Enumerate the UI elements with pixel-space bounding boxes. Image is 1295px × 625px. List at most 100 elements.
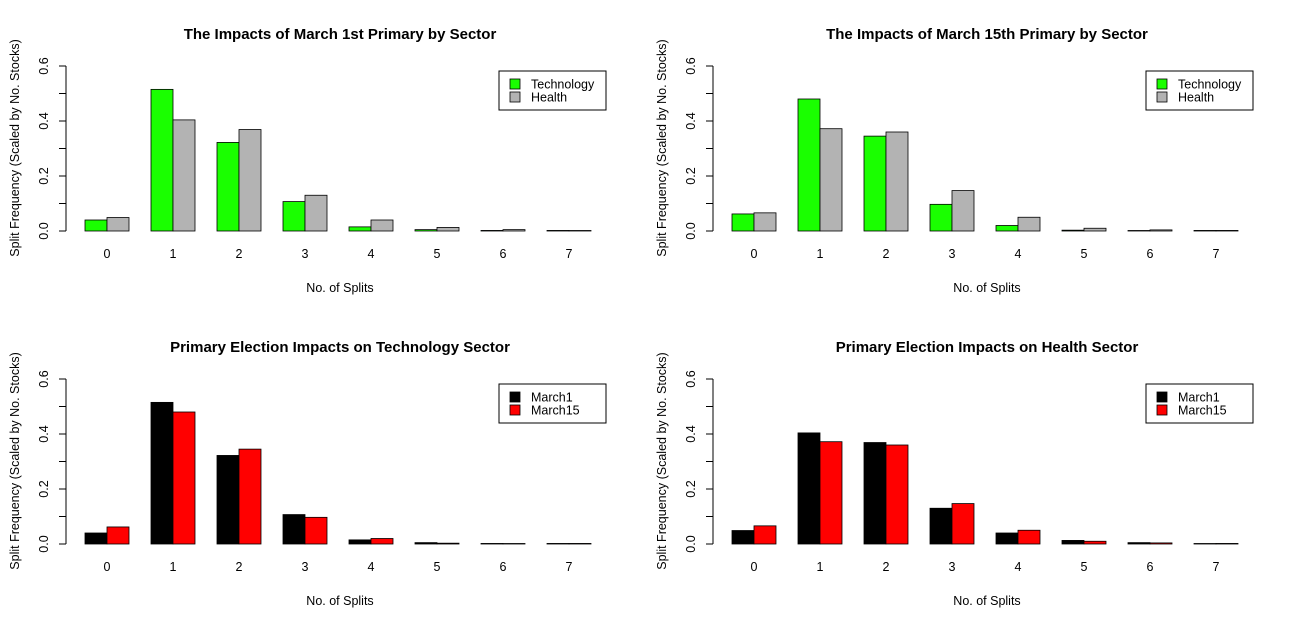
x-tick-label: 2 xyxy=(883,247,890,261)
x-tick-label: 5 xyxy=(434,560,441,574)
x-tick-label: 1 xyxy=(817,247,824,261)
bar-march1-6 xyxy=(1127,542,1151,545)
bar-march15-0 xyxy=(106,526,130,545)
bar-technology-7 xyxy=(546,230,570,232)
bar-health-3 xyxy=(951,190,975,232)
bar-technology-1 xyxy=(797,98,821,232)
legend-box xyxy=(498,383,607,424)
bar-health-3 xyxy=(304,194,328,232)
y-tick-label: 0.0 xyxy=(684,222,698,239)
chart-title: The Impacts of March 1st Primary by Sect… xyxy=(184,26,497,43)
x-tick-label: 0 xyxy=(104,247,111,261)
bar-march1-0 xyxy=(731,530,755,545)
x-tick-label: 2 xyxy=(883,560,890,574)
legend-swatch xyxy=(1156,391,1168,403)
legend-swatch xyxy=(509,404,521,416)
bar-march15-6 xyxy=(1149,542,1173,545)
bar-health-6 xyxy=(502,229,526,232)
legend-label: March1 xyxy=(531,391,573,405)
y-tick-label: 0.0 xyxy=(684,535,698,552)
bar-health-5 xyxy=(436,227,460,232)
bar-march15-3 xyxy=(951,503,975,545)
bar-technology-0 xyxy=(731,213,755,232)
chart-title: The Impacts of March 15th Primary by Sec… xyxy=(826,26,1148,43)
y-tick-label: 0.6 xyxy=(684,370,698,387)
bar-health-1 xyxy=(819,128,843,232)
bar-march1-7 xyxy=(546,543,570,545)
x-tick-label: 3 xyxy=(302,247,309,261)
chart-title: Primary Election Impacts on Health Secto… xyxy=(836,339,1139,356)
y-tick-label: 0.6 xyxy=(37,370,51,387)
x-tick-label: 7 xyxy=(1213,247,1220,261)
bar-technology-2 xyxy=(863,135,887,232)
x-axis-label: No. of Splits xyxy=(306,594,373,608)
x-axis-label: No. of Splits xyxy=(953,594,1020,608)
y-axis-label: Split Frequency (Scaled by No. Stocks) xyxy=(655,39,669,256)
y-axis-label: Split Frequency (Scaled by No. Stocks) xyxy=(8,352,22,569)
legend-swatch xyxy=(509,78,521,90)
x-tick-label: 6 xyxy=(1147,247,1154,261)
bar-march15-2 xyxy=(238,448,262,545)
bar-technology-0 xyxy=(84,219,108,232)
y-tick-label: 0.2 xyxy=(37,167,51,184)
legend-box xyxy=(1145,70,1254,111)
bar-march1-2 xyxy=(216,455,240,545)
bar-march1-3 xyxy=(929,507,953,545)
bar-health-0 xyxy=(753,212,777,232)
y-axis-label: Split Frequency (Scaled by No. Stocks) xyxy=(8,39,22,256)
bar-march15-4 xyxy=(370,538,394,545)
x-tick-label: 5 xyxy=(1081,560,1088,574)
bar-health-7 xyxy=(1215,230,1239,232)
x-tick-label: 0 xyxy=(751,247,758,261)
x-tick-label: 1 xyxy=(170,247,177,261)
bar-technology-2 xyxy=(216,142,240,232)
chart-panel-3: Primary Election Impacts on Technology S… xyxy=(8,339,607,608)
bar-march15-5 xyxy=(1083,540,1107,545)
bar-march1-4 xyxy=(995,532,1019,545)
bar-march15-0 xyxy=(753,525,777,545)
x-tick-label: 7 xyxy=(566,247,573,261)
legend-label: Technology xyxy=(531,78,595,92)
chart-panel-2: The Impacts of March 15th Primary by Sec… xyxy=(655,26,1254,295)
bar-march15-4 xyxy=(1017,529,1041,545)
legend-label: Technology xyxy=(1178,78,1242,92)
bar-march15-2 xyxy=(885,444,909,545)
y-tick-label: 0.4 xyxy=(684,425,698,442)
chart-panel-4: Primary Election Impacts on Health Secto… xyxy=(655,339,1254,608)
legend-label: March15 xyxy=(531,404,580,418)
bar-march1-3 xyxy=(282,514,306,545)
bar-technology-3 xyxy=(282,201,306,232)
bar-health-6 xyxy=(1149,229,1173,232)
x-tick-label: 4 xyxy=(368,560,375,574)
y-tick-label: 0.6 xyxy=(37,57,51,74)
legend-box xyxy=(1145,383,1254,424)
x-tick-label: 1 xyxy=(170,560,177,574)
bar-march15-7 xyxy=(1215,543,1239,545)
bar-health-2 xyxy=(238,129,262,232)
bar-march1-4 xyxy=(348,539,372,545)
legend-label: March1 xyxy=(1178,391,1220,405)
x-tick-label: 6 xyxy=(500,560,507,574)
x-tick-label: 2 xyxy=(236,247,243,261)
bar-march15-1 xyxy=(819,441,843,545)
legend-box xyxy=(498,70,607,111)
x-tick-label: 6 xyxy=(500,247,507,261)
y-tick-label: 0.4 xyxy=(37,425,51,442)
bar-health-0 xyxy=(106,217,130,232)
y-tick-label: 0.6 xyxy=(684,57,698,74)
bar-health-5 xyxy=(1083,227,1107,232)
y-tick-label: 0.0 xyxy=(37,535,51,552)
y-tick-label: 0.0 xyxy=(37,222,51,239)
bar-technology-1 xyxy=(150,88,174,232)
bar-march1-1 xyxy=(150,401,174,545)
y-tick-label: 0.2 xyxy=(684,480,698,497)
x-tick-label: 0 xyxy=(104,560,111,574)
x-tick-label: 0 xyxy=(751,560,758,574)
x-tick-label: 5 xyxy=(434,247,441,261)
bar-technology-4 xyxy=(995,225,1019,232)
chart-title: Primary Election Impacts on Technology S… xyxy=(170,339,510,356)
bar-march1-1 xyxy=(797,432,821,545)
